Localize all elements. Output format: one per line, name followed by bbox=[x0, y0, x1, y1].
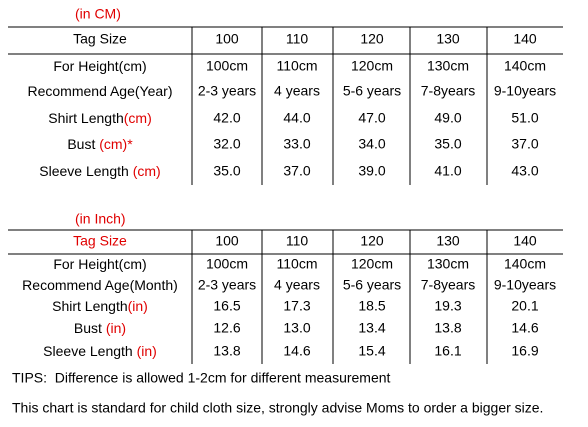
cell: 12.6 bbox=[213, 320, 240, 336]
cell: 7-8years bbox=[421, 83, 475, 99]
cell: 44.0 bbox=[283, 110, 310, 126]
cell: 16.5 bbox=[213, 298, 240, 314]
cell: 47.0 bbox=[358, 110, 385, 126]
row-label: Shirt Length(in) bbox=[52, 298, 148, 314]
cell: 16.1 bbox=[434, 343, 461, 359]
row-label: Sleeve Length (cm) bbox=[39, 163, 160, 179]
row-label-text: For Height(cm) bbox=[53, 256, 146, 272]
cell: 13.8 bbox=[434, 320, 461, 336]
cell: 9-10years bbox=[494, 83, 556, 99]
cell: 19.3 bbox=[434, 298, 461, 314]
row-label-text: For Height(cm) bbox=[53, 58, 146, 74]
column-header: 100 bbox=[215, 233, 239, 249]
cell: 4 years bbox=[274, 83, 320, 99]
row-label-unit: (in) bbox=[133, 343, 157, 359]
row-label-text: Bust bbox=[74, 320, 102, 336]
tips: TIPS: Difference is allowed 1-2cm for di… bbox=[12, 370, 391, 386]
column-header: 120 bbox=[360, 233, 384, 249]
cell: 140cm bbox=[504, 58, 546, 74]
column-header: 100 bbox=[215, 31, 239, 47]
row-label: For Height(cm) bbox=[53, 256, 146, 272]
row-label-text: Sleeve Length bbox=[43, 343, 133, 359]
cell: 4 years bbox=[274, 277, 320, 293]
unit-label: (in CM) bbox=[75, 6, 121, 22]
cell: 35.0 bbox=[434, 136, 461, 152]
row-label-unit: (cm)* bbox=[95, 136, 133, 152]
row-label-text: Recommend Age(Month) bbox=[22, 277, 178, 293]
cell: 9-10years bbox=[494, 277, 556, 293]
header-label: Tag Size bbox=[73, 31, 127, 47]
cell: 120cm bbox=[351, 256, 393, 272]
cell: 42.0 bbox=[213, 110, 240, 126]
cell: 20.1 bbox=[511, 298, 538, 314]
column-header: 130 bbox=[436, 31, 460, 47]
column-header: 140 bbox=[513, 31, 537, 47]
cell: 35.0 bbox=[213, 163, 240, 179]
size-table: (in Inch) Tag Size 100 110 120 130 140 For Heig… bbox=[8, 211, 563, 364]
cell: 2-3 years bbox=[198, 83, 256, 99]
cell: 43.0 bbox=[511, 163, 538, 179]
row-label-text: Bust bbox=[67, 136, 95, 152]
cell: 39.0 bbox=[358, 163, 385, 179]
cell: 5-6 years bbox=[343, 277, 401, 293]
cell: 13.0 bbox=[283, 320, 310, 336]
cell: 17.3 bbox=[283, 298, 310, 314]
cell: 34.0 bbox=[358, 136, 385, 152]
column-header: 130 bbox=[436, 233, 460, 249]
column-header: 110 bbox=[286, 233, 309, 249]
column-header: 120 bbox=[360, 31, 384, 47]
row-label: For Height(cm) bbox=[53, 58, 146, 74]
cell: 51.0 bbox=[511, 110, 538, 126]
cell: 33.0 bbox=[283, 136, 310, 152]
cell: 100cm bbox=[206, 256, 248, 272]
cell: 13.4 bbox=[358, 320, 385, 336]
note: This chart is standard for child cloth s… bbox=[12, 400, 543, 416]
cell: 130cm bbox=[427, 58, 469, 74]
row-label: Recommend Age(Month) bbox=[22, 277, 178, 293]
cell: 32.0 bbox=[213, 136, 240, 152]
cell: 140cm bbox=[504, 256, 546, 272]
row-label-unit: (in) bbox=[128, 298, 148, 314]
cell: 14.6 bbox=[511, 320, 538, 336]
row-label: Bust (in) bbox=[74, 320, 126, 336]
column-header: 140 bbox=[513, 233, 537, 249]
cell: 41.0 bbox=[434, 163, 461, 179]
cell: 2-3 years bbox=[198, 277, 256, 293]
row-label-text: Shirt Length bbox=[52, 298, 128, 314]
row-label: Sleeve Length (in) bbox=[43, 343, 157, 359]
row-label: Recommend Age(Year) bbox=[27, 83, 172, 99]
cell: 14.6 bbox=[283, 343, 310, 359]
header-label: Tag Size bbox=[73, 233, 127, 249]
cell: 110cm bbox=[277, 256, 318, 272]
row-label: Bust (cm)* bbox=[67, 136, 133, 152]
row-label: Shirt Length(cm) bbox=[48, 110, 152, 126]
cell: 49.0 bbox=[434, 110, 461, 126]
row-label-text: Shirt Length bbox=[48, 110, 124, 126]
cell: 13.8 bbox=[213, 343, 240, 359]
row-label-unit: (cm) bbox=[129, 163, 161, 179]
row-label-unit: (in) bbox=[102, 320, 126, 336]
cell: 16.9 bbox=[511, 343, 538, 359]
row-label-unit: (cm) bbox=[124, 110, 152, 126]
cell: 18.5 bbox=[358, 298, 385, 314]
cell: 130cm bbox=[427, 256, 469, 272]
cell: 5-6 years bbox=[343, 83, 401, 99]
cell: 110cm bbox=[277, 58, 318, 74]
cell: 37.0 bbox=[283, 163, 310, 179]
column-header: 110 bbox=[286, 31, 309, 47]
row-label-text: Sleeve Length bbox=[39, 163, 129, 179]
cell: 37.0 bbox=[511, 136, 538, 152]
cell: 7-8years bbox=[421, 277, 475, 293]
cell: 100cm bbox=[206, 58, 248, 74]
cell: 15.4 bbox=[358, 343, 385, 359]
unit-label: (in Inch) bbox=[75, 211, 126, 227]
size-table: (in CM) Tag Size 100 110 120 130 140 For Height… bbox=[8, 6, 563, 185]
cell: 120cm bbox=[351, 58, 393, 74]
row-label-text: Recommend Age(Year) bbox=[27, 83, 172, 99]
